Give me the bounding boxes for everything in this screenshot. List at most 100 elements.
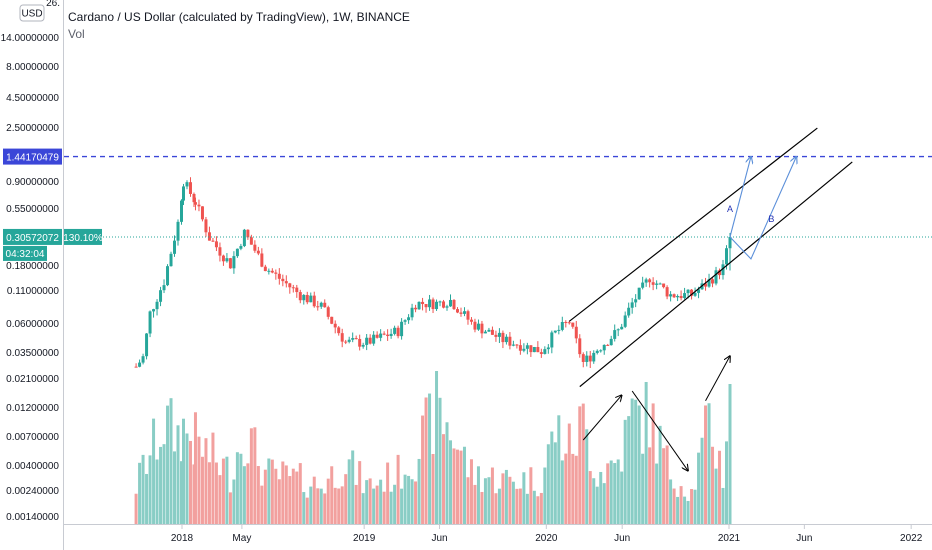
candlestick-series: [134, 177, 732, 369]
candle-body: [218, 247, 222, 256]
volume-bar: [490, 467, 494, 524]
volume-bar: [417, 458, 421, 524]
candle-body: [539, 352, 543, 354]
candle-body: [449, 299, 453, 307]
volume-bar: [648, 447, 652, 524]
candle-body: [532, 347, 536, 353]
volume-bar: [181, 418, 185, 524]
volume-bar: [588, 471, 592, 524]
candle-body: [375, 334, 379, 338]
volume-bar: [386, 462, 390, 524]
volume-bar: [690, 489, 694, 524]
projection-arrow-a: [729, 157, 751, 238]
candle-body: [192, 193, 196, 203]
volume-bar: [686, 500, 690, 524]
volume-bar: [295, 471, 299, 524]
price-tick-label: 0.00400000: [6, 461, 59, 472]
volume-bar: [620, 471, 624, 524]
candle-body: [260, 253, 264, 267]
volume-bar: [560, 460, 564, 524]
change-badge: [64, 228, 102, 245]
volume-bar: [714, 468, 718, 524]
volume-bar: [155, 459, 159, 524]
candle-body: [267, 270, 271, 272]
volume-bar: [193, 412, 197, 524]
candle-body: [138, 362, 142, 367]
candle-body: [452, 299, 456, 310]
candle-body: [274, 272, 278, 274]
volume-bar: [476, 466, 480, 524]
volume-bar: [522, 472, 526, 524]
volume-indicator-label[interactable]: Vol: [68, 27, 85, 41]
volume-bar: [326, 478, 330, 524]
volume-bar: [658, 425, 662, 524]
candle-body: [347, 339, 351, 342]
candle-body: [686, 289, 690, 294]
candle-body: [697, 289, 701, 293]
volume-bar: [218, 475, 222, 524]
price-tick-label: 8.00000000: [6, 62, 59, 73]
volume-bar: [571, 453, 575, 524]
candle-body: [403, 320, 407, 322]
price-tick-label: 0.01200000: [6, 403, 59, 414]
volume-bar: [518, 488, 522, 524]
candle-body: [676, 296, 680, 298]
candle-body: [228, 258, 232, 269]
volume-bar: [235, 452, 239, 524]
price-tick-label: 0.55000000: [6, 204, 59, 215]
volume-bar: [623, 419, 627, 524]
volume-bar: [707, 403, 711, 524]
candle-body: [571, 322, 575, 327]
candle-body: [361, 344, 365, 347]
price-tick-label: 0.00140000: [6, 512, 59, 523]
channel-upper-line: [568, 127, 818, 322]
time-tick-label: 2022: [900, 533, 923, 544]
volume-bar: [455, 449, 459, 524]
volume-bar: [145, 473, 149, 524]
volume-bar: [669, 479, 673, 524]
volume-bar: [375, 485, 379, 524]
candle-body: [522, 348, 526, 351]
candle-body: [166, 266, 170, 286]
candle-body: [672, 294, 676, 298]
candle-body: [330, 316, 334, 324]
volume-bar: [288, 476, 292, 524]
time-tick-label: 2021: [718, 533, 741, 544]
volume-bar: [372, 488, 376, 524]
candle-body: [564, 322, 568, 324]
candle-body: [669, 294, 673, 297]
volume-bar: [344, 474, 348, 524]
volume-bar: [396, 454, 400, 524]
candle-body: [270, 270, 274, 273]
volume-bar: [221, 458, 225, 524]
projection-arrow-b: [729, 157, 796, 260]
candle-body: [658, 283, 662, 285]
volume-trend-arrow: [705, 356, 730, 402]
volume-bar: [515, 488, 519, 524]
candle-body: [239, 246, 243, 249]
currency-badge[interactable]: [19, 4, 45, 22]
volume-bar: [557, 415, 561, 524]
volume-bar: [188, 440, 192, 524]
candle-body: [256, 250, 260, 254]
volume-bar: [718, 450, 722, 524]
candle-body: [529, 345, 533, 353]
candle-body: [550, 332, 554, 348]
candle-body: [235, 248, 239, 257]
annotation-a: A: [727, 204, 733, 214]
time-tick-label: Jun: [614, 533, 630, 544]
time-tick-label: 2020: [535, 533, 558, 544]
candle-body: [490, 329, 494, 335]
candle-body: [298, 292, 302, 301]
volume-bar: [323, 493, 327, 524]
candle-body: [368, 337, 372, 344]
volume-bar: [305, 497, 309, 524]
volume-bar: [609, 460, 613, 524]
volume-bar: [511, 481, 515, 524]
volume-bar: [309, 486, 313, 524]
candle-body: [613, 330, 617, 339]
volume-bar: [365, 480, 369, 524]
volume-bar: [389, 491, 393, 524]
price-tick-top: 26.: [46, 0, 60, 9]
